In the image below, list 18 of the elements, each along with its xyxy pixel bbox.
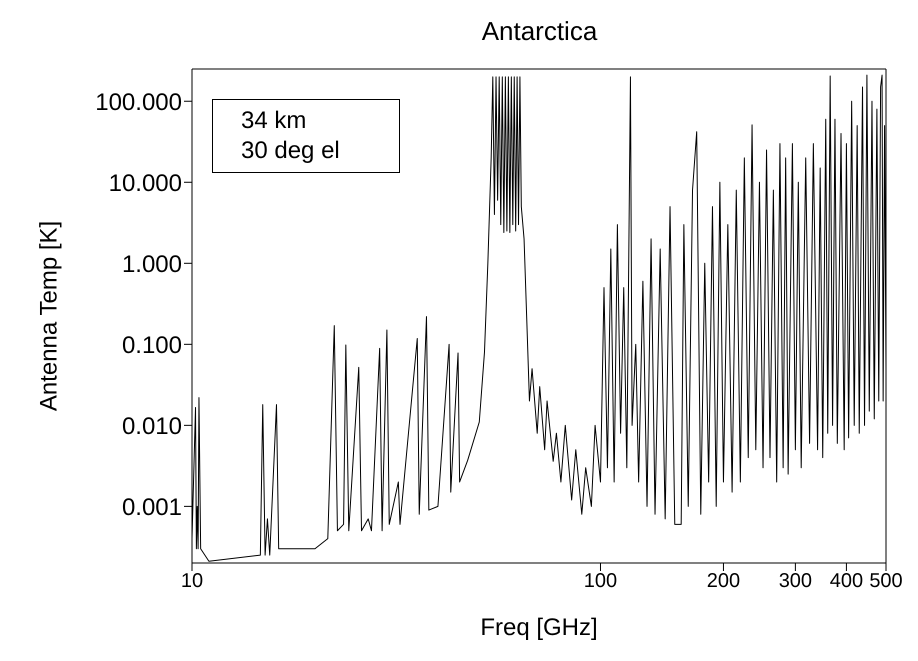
x-axis-title: Freq [GHz] xyxy=(480,614,598,641)
annotation: 30 deg el xyxy=(240,136,341,166)
x-tick-label: 200 xyxy=(706,570,740,592)
y-tick-label: 0.100 xyxy=(122,332,182,359)
x-tick-label: 300 xyxy=(778,570,812,592)
note-box: 34 km 30 deg el xyxy=(212,99,400,173)
x-tick-label: 400 xyxy=(830,570,864,592)
y-tick-label: 1.000 xyxy=(122,250,182,278)
y-tick-label: 0.010 xyxy=(122,412,182,440)
x-tick-label: 100 xyxy=(584,570,618,592)
y-tick-label: 100.000 xyxy=(95,88,182,116)
y-tick-label: 10.000 xyxy=(108,170,182,197)
x-tick-label: 500 xyxy=(869,570,903,592)
y-tick-label: 0.001 xyxy=(122,494,182,521)
y-axis-title: Antenna Temp [K] xyxy=(36,220,63,412)
chart-title: Antarctica xyxy=(480,16,598,47)
annotation: 34 km xyxy=(240,106,308,136)
x-tick-label: 10 xyxy=(180,570,204,592)
